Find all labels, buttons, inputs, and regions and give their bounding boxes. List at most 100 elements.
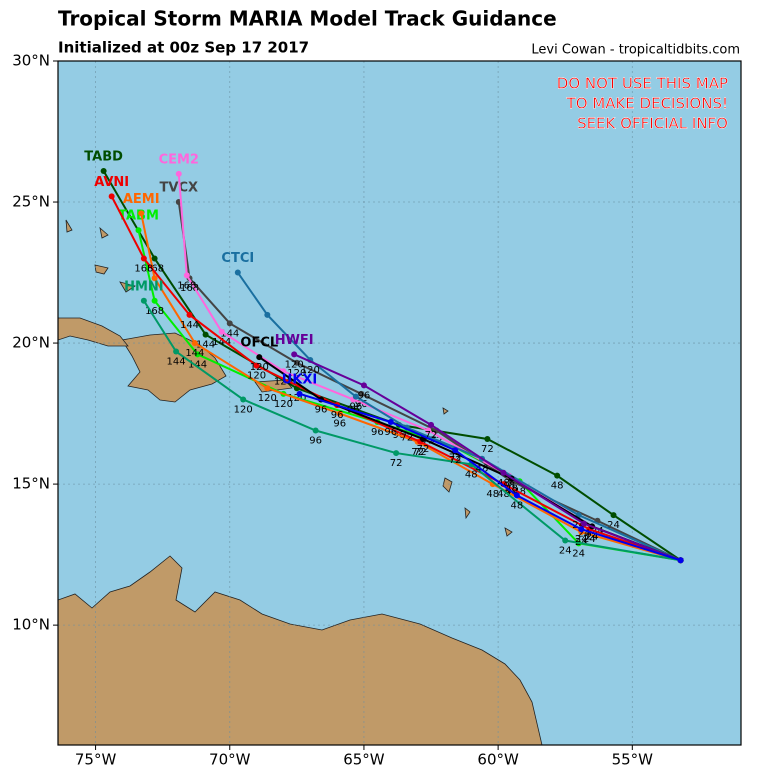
notice-line: TO MAKE DECISIONS!	[566, 95, 728, 113]
track-point	[194, 351, 201, 358]
forecast-hour: 120	[247, 371, 266, 382]
track-point	[151, 255, 158, 262]
track-point	[513, 492, 520, 499]
track-point	[336, 410, 343, 417]
model-name: HWFI	[275, 333, 314, 348]
forecast-hour: 48	[551, 481, 564, 492]
model-name: AEMI	[123, 192, 160, 207]
track-point	[202, 331, 209, 338]
model-name: TABM	[118, 209, 159, 224]
forecast-hour: 120	[274, 376, 293, 387]
track-point	[175, 170, 182, 177]
track-point	[581, 520, 588, 527]
forecast-hour: 168	[180, 283, 199, 294]
track-point	[452, 447, 459, 454]
forecast-hour: 96	[331, 410, 344, 421]
forecast-hour: 72	[425, 430, 438, 441]
map-frame	[57, 60, 742, 746]
forecast-hour: 24	[575, 534, 588, 545]
forecast-hour: 72	[449, 455, 462, 466]
model-name: UKXI	[282, 372, 318, 387]
track-point	[387, 419, 394, 426]
track-point	[610, 512, 617, 519]
forecast-hour: 120	[301, 365, 320, 376]
forecast-hour: 168	[145, 263, 164, 274]
forecast-hour: 48	[511, 500, 524, 511]
x-tick-label: 75°W	[75, 751, 117, 768]
track-point	[296, 390, 303, 397]
track-point	[140, 297, 147, 304]
forecast-hour: 96	[333, 419, 346, 430]
track-point	[500, 469, 507, 476]
forecast-hour: 24	[583, 534, 596, 545]
model-name: TVCX	[160, 181, 199, 196]
forecast-hour: 96	[350, 402, 363, 413]
forecast-hour: 144	[196, 340, 215, 351]
forecast-hour: 168	[134, 263, 153, 274]
track-point	[293, 359, 300, 366]
puerto-rico	[254, 379, 293, 393]
forecast-hour: 72	[449, 452, 462, 463]
forecast-hour: 72	[401, 433, 414, 444]
tracks: 24 48 72 96 120 144 168 TABD 24 48 72 96 120 144 168 TA…	[84, 150, 684, 564]
forecast-hour: 120	[250, 362, 269, 373]
forecast-hour: 168	[177, 280, 196, 291]
forecast-hour: 144	[220, 328, 239, 339]
track-point	[108, 193, 115, 200]
track-point	[677, 557, 684, 564]
forecast-hour: 144	[180, 320, 199, 331]
forecast-hour: 120	[234, 404, 253, 415]
south-america	[58, 555, 543, 745]
model-name: OFCL	[240, 336, 278, 351]
subtitle: Initialized at 00z Sep 17 2017	[58, 39, 309, 57]
track-point	[183, 272, 190, 279]
notice: DO NOT USE THIS MAP TO MAKE DECISIONS! S…	[557, 74, 729, 132]
forecast-hour: 96	[371, 427, 384, 438]
track-point	[135, 227, 142, 234]
forecast-hour: 120	[287, 368, 306, 379]
forecast-hour: 24	[607, 520, 620, 531]
forecast-hour: 24	[586, 531, 599, 542]
track-point	[151, 297, 158, 304]
model-name: AVNI	[94, 175, 129, 190]
bahamas	[65, 219, 136, 293]
track-point	[191, 340, 198, 347]
model-track: 24 48 72 96 120 HWFI	[275, 333, 684, 564]
forecast-hour: 24	[572, 548, 585, 559]
forecast-hour: 144	[188, 359, 207, 370]
track-point	[138, 210, 145, 217]
forecast-hour: 96	[355, 399, 368, 410]
model-name: CEM2	[159, 152, 199, 167]
track-point	[393, 450, 400, 457]
forecast-hour: 24	[559, 546, 572, 557]
track-point	[173, 348, 180, 355]
lesser-antilles	[442, 407, 513, 537]
model-name: TABD	[84, 150, 123, 165]
forecast-hour: 120	[285, 359, 304, 370]
forecast-hour: 48	[505, 483, 518, 494]
forecast-hour: 168	[145, 306, 164, 317]
track-line	[236, 271, 682, 562]
land	[58, 219, 543, 745]
forecast-hour: 72	[417, 444, 430, 455]
track-point	[578, 526, 585, 533]
track-line	[293, 353, 681, 562]
track-line	[143, 300, 681, 562]
track-point	[554, 472, 561, 479]
cuba	[58, 317, 129, 347]
track-point	[312, 427, 319, 434]
track-point	[218, 328, 225, 335]
y-tick-label: 25°N	[12, 193, 50, 211]
x-tick-label: 70°W	[209, 751, 251, 768]
forecast-hour: 72	[481, 444, 494, 455]
track-point	[151, 275, 158, 282]
forecast-hour: 144	[167, 357, 186, 368]
track-point	[428, 421, 435, 428]
model-track: 24 48 72 96 UKXI	[282, 372, 684, 564]
forecast-hour: 144	[185, 348, 204, 359]
notice-line: DO NOT USE THIS MAP	[557, 75, 728, 93]
forecast-hour: 96	[384, 427, 397, 438]
track-point	[291, 351, 298, 358]
